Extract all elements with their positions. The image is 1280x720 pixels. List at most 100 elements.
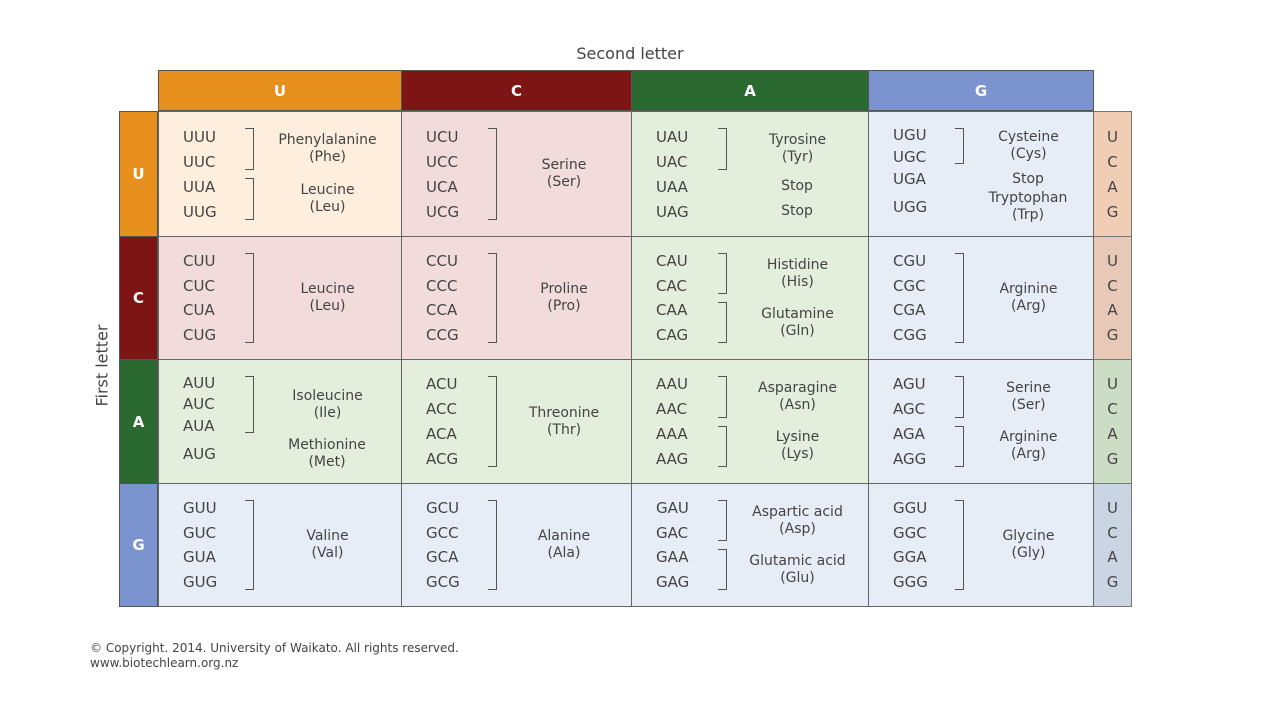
amino-acid-abbr: (Asn) [779,396,816,413]
amino-acid-name: Tyrosine [768,132,827,148]
codon: CCG [426,325,459,344]
codon-cell: GUU GUC GUA GUG Valine (Val) [158,483,402,607]
amino-acid-name: Leucine [300,182,355,198]
amino-acid-label: Isoleucine (Ile) [254,372,401,437]
amino-acid-name: Glutamine [761,305,834,322]
bracket [245,253,254,343]
codon-list: CAU CAC [632,249,718,298]
codon-list: ACU ACC ACA ACG [402,372,488,471]
second-letter-header-U: U [158,70,402,111]
amino-acid-label: Lysine (Lys) [727,422,868,472]
third-letter-label: G [1106,325,1119,344]
codon: UUA [183,177,216,196]
codon-cell: CUU CUC CUA CUG Leucine (Leu) [158,236,402,360]
bracket [718,549,727,590]
codon: GCC [426,523,459,542]
amino-acid-group: AGA AGG Arginine (Arg) [869,422,1093,472]
amino-acid-abbr: (Ala) [547,545,581,561]
codon-cell: UUU UUC Phenylalanine (Phe) UUA UUG Leucine (Le… [158,111,402,237]
amino-acid-name: Stop [781,203,813,219]
codon-cell: UCU UCC UCA UCG Serine (Ser) [401,111,632,237]
amino-acid-label: Cysteine (Cys) [964,124,1093,168]
bracket [245,441,253,467]
codon: UCG [426,202,460,221]
codon-list: AGU AGC [869,372,955,422]
codon: AAC [656,400,688,419]
amino-acid-name: Tryptophan [988,190,1068,206]
amino-acid-abbr: (Ile) [313,404,342,421]
codon-list: CCU CCC CCA CCG [402,249,488,347]
codon-list: UGG [869,190,955,224]
codon: GCG [426,572,460,591]
codon-list: UAU UAC [632,124,718,174]
amino-acid-abbr: (Met) [308,454,346,470]
bracket [718,302,727,343]
codon: AGA [893,424,925,443]
codon-list: UUU UUC [159,124,245,174]
codon-list: AAA AAG [632,422,718,472]
codon: AUA [183,417,215,436]
codon-list: CAA CAG [632,298,718,347]
codon: UUG [183,202,217,221]
codon: UAC [656,152,688,171]
codon: CAC [656,276,687,295]
amino-acid-label: Aspartic acid (Asp) [727,496,868,545]
amino-acid-name: Cysteine [998,129,1059,145]
codon-cell: GAU GAC Aspartic acid (Asp) GAA GAG Glutamic a… [631,483,869,607]
codon-list: GAA GAG [632,545,718,594]
codon-list: UUA UUG [159,174,245,224]
codon: AUC [183,395,215,414]
second-letter-header-C: C [401,70,632,111]
amino-acid-abbr: (His) [781,273,814,290]
codon: UAA [656,177,688,196]
bracket [245,128,254,170]
codon: AAA [656,424,688,443]
amino-acid-name: Isoleucine [292,387,363,404]
codon: ACC [426,400,457,419]
amino-acid-name: Leucine [300,281,355,297]
first-letter-title: First letter [92,324,112,407]
amino-acid-group: GGU GGC GGA GGG Glycine (Gly) [869,496,1093,594]
codon: CUC [183,276,215,295]
amino-acid-abbr: (Thr) [546,421,582,438]
codon: CCU [426,252,458,271]
amino-acid-label: Arginine (Arg) [964,422,1093,472]
third-letter-label: U [1107,252,1118,271]
amino-acid-name: Valine [306,528,349,544]
amino-acid-abbr: (Tyr) [781,149,814,165]
codon-cell: CAU CAC Histidine (His) CAA CAG Glutamine (Gln) [631,236,869,360]
bracket [718,425,727,467]
codon-list: AGA AGG [869,422,955,472]
codon: CGU [893,252,927,271]
amino-acid-label: Stop [726,174,868,199]
bracket [955,500,964,590]
amino-acid-group: AUG Methionine (Met) [159,437,401,471]
third-letter-label: A [1107,424,1118,443]
amino-acid-group: GCU GCC GCA GCG Alanine (Ala) [402,496,631,594]
website-link[interactable]: www.biotechlearn.org.nz [90,656,239,670]
third-letter-label: C [1107,400,1118,419]
amino-acid-label: Threonine (Thr) [497,372,631,471]
amino-acid-label: Phenylalanine (Phe) [254,124,401,174]
amino-acid-name: Proline [540,281,588,297]
codon: UCU [426,127,459,146]
bracket [718,253,727,294]
amino-acid-name: Methionine [288,437,366,453]
amino-acid-abbr: (Asp) [779,520,816,537]
bracket [955,376,964,418]
amino-acid-name: Lysine [775,429,820,446]
amino-acid-group: UAA Stop [632,174,868,199]
amino-acid-abbr: (Gln) [780,322,815,339]
codon: ACG [426,449,459,468]
third-letter-label: A [1107,301,1118,320]
amino-acid-name: Aspartic acid [752,503,843,520]
amino-acid-name: Arginine [999,429,1058,446]
codon-list: UCU UCC UCA UCG [402,124,488,224]
bracket [245,178,254,220]
amino-acid-label: Serine (Ser) [497,124,631,224]
amino-acid-abbr: (Pro) [547,298,581,314]
codon-list: AUU AUC AUA [159,372,245,437]
amino-acid-abbr: (Ser) [1011,396,1046,413]
